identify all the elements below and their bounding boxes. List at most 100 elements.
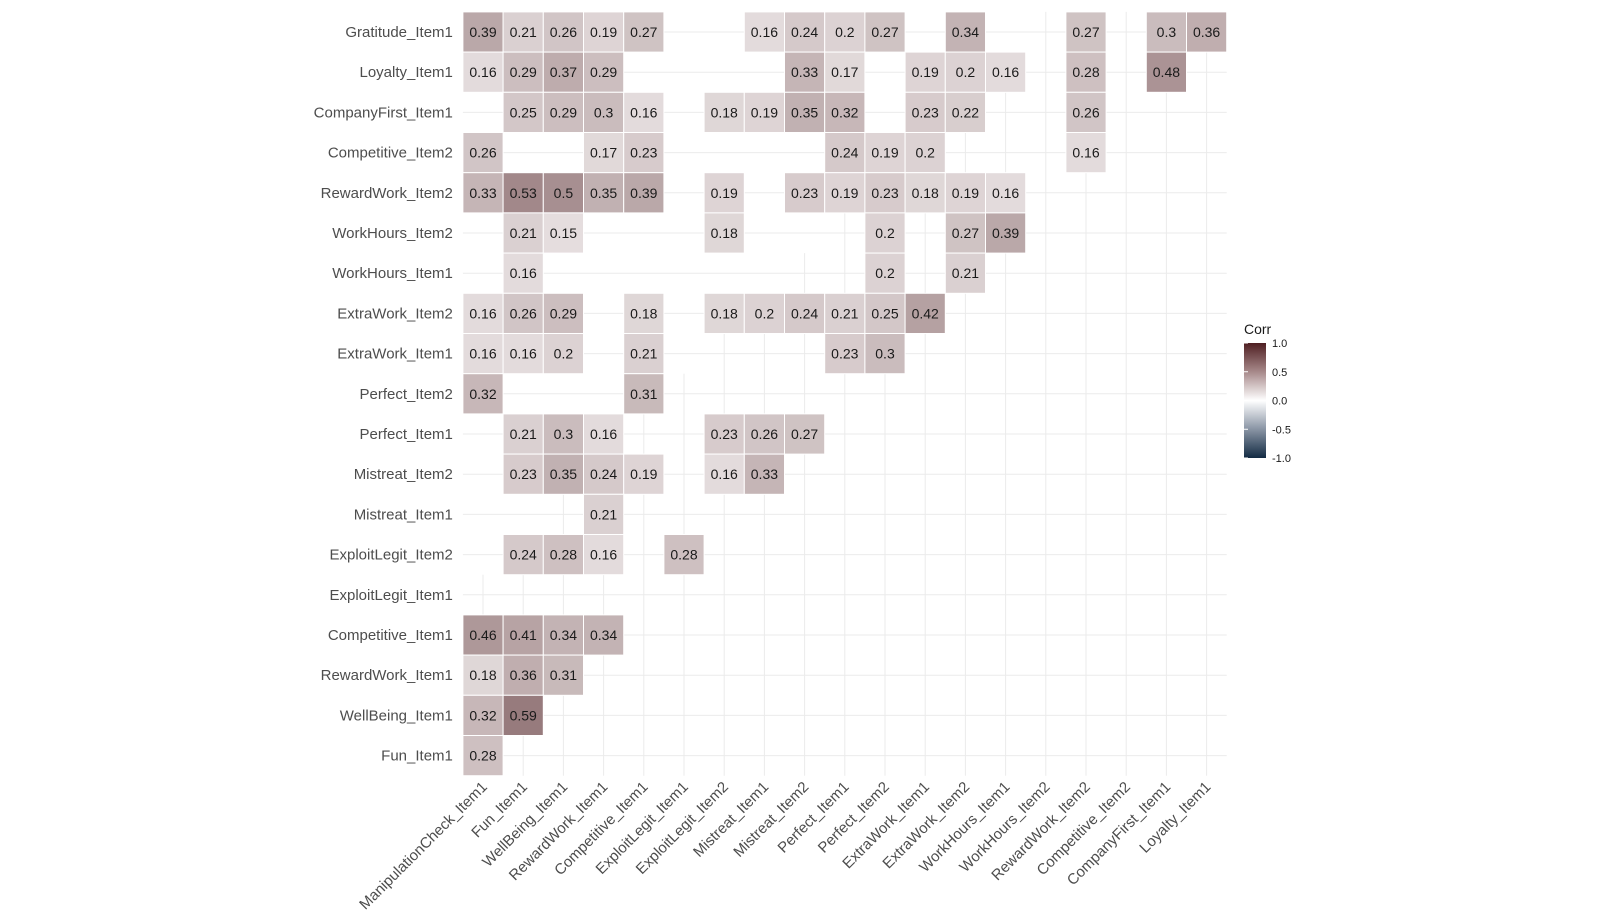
heatmap-cell-label: 0.3 — [1157, 24, 1177, 40]
heatmap-cell-label: 0.32 — [469, 707, 496, 723]
heatmap-cell — [502, 614, 544, 656]
heatmap-cell — [462, 292, 504, 334]
heatmap-cell — [985, 51, 1027, 93]
heatmap-cell-label: 0.27 — [630, 24, 657, 40]
heatmap-cell-label: 0.21 — [952, 265, 979, 281]
heatmap-cell-label: 0.26 — [510, 305, 537, 321]
heatmap-cell — [1186, 11, 1228, 53]
heatmap-cell-label: 0.16 — [992, 185, 1019, 201]
heatmap-cell — [703, 91, 745, 134]
heatmap-cell — [542, 333, 584, 375]
heatmap-cell-label: 0.28 — [1072, 64, 1099, 80]
heatmap-cell — [864, 292, 906, 334]
heatmap-cell-label: 0.39 — [992, 225, 1019, 241]
heatmap-cell — [864, 333, 906, 375]
heatmap-cell-label: 0.16 — [590, 547, 617, 563]
y-tick-label: Perfect_Item1 — [360, 426, 453, 443]
heatmap-cell-label: 0.16 — [711, 466, 738, 482]
heatmap-cell-label: 0.16 — [630, 104, 657, 120]
y-tick-label: Fun_Item1 — [381, 748, 453, 765]
heatmap-cell — [623, 373, 665, 415]
heatmap-cell-label: 0.33 — [751, 466, 778, 482]
heatmap-cell-label: 0.27 — [952, 225, 979, 241]
heatmap-cell-label: 0.34 — [590, 627, 617, 643]
heatmap-cell — [462, 654, 504, 696]
heatmap-cell-label: 0.37 — [550, 64, 577, 80]
heatmap-cell — [583, 614, 625, 656]
y-tick-label: Mistreat_Item1 — [354, 506, 453, 523]
heatmap-cell-label: 0.39 — [630, 185, 657, 201]
heatmap-cell-label: 0.18 — [711, 305, 738, 321]
heatmap-cell — [824, 51, 866, 93]
heatmap-cell-label: 0.34 — [550, 627, 577, 643]
heatmap-cell — [743, 413, 785, 455]
heatmap-cell-label: 0.19 — [871, 145, 898, 161]
heatmap-cell — [743, 11, 785, 53]
heatmap-cell — [904, 51, 946, 93]
heatmap-cell — [864, 212, 906, 254]
heatmap-cell-label: 0.25 — [871, 305, 898, 321]
legend-tick-label: 0.5 — [1272, 367, 1287, 379]
heatmap-cell-label: 0.35 — [791, 104, 818, 120]
heatmap-cell-label: 0.2 — [915, 145, 935, 161]
heatmap-cell — [944, 252, 986, 294]
heatmap-cell-label: 0.46 — [469, 627, 496, 643]
heatmap-cell — [542, 614, 584, 656]
heatmap-cell — [944, 212, 986, 254]
heatmap-cell-label: 0.29 — [590, 64, 617, 80]
heatmap-cell — [583, 534, 625, 576]
heatmap-cell — [904, 172, 946, 214]
heatmap-cell-label: 0.19 — [630, 466, 657, 482]
heatmap-cell-label: 0.21 — [510, 426, 537, 442]
y-tick-label: RewardWork_Item1 — [321, 667, 453, 684]
heatmap-cell — [502, 333, 544, 375]
heatmap-cell-label: 0.42 — [912, 305, 939, 321]
y-tick-label: CompanyFirst_Item1 — [314, 104, 453, 121]
heatmap-cell-label: 0.36 — [510, 667, 537, 683]
heatmap-cell — [462, 614, 504, 656]
heatmap-cell-label: 0.29 — [510, 64, 537, 80]
heatmap-cell-label: 0.2 — [956, 64, 976, 80]
heatmap-cell — [462, 694, 504, 736]
heatmap-cell — [583, 413, 625, 455]
legend: Corr 1.0 0.5 0.0 -0.5 -1.0 — [1244, 321, 1291, 465]
y-tick-label: Competitive_Item2 — [328, 145, 453, 162]
heatmap-cell — [784, 91, 826, 134]
heatmap-cell-label: 0.21 — [630, 346, 657, 362]
heatmap-cell-label: 0.3 — [554, 426, 574, 442]
heatmap-cell-label: 0.3 — [875, 346, 895, 362]
y-tick-label: WorkHours_Item2 — [332, 225, 453, 242]
heatmap-cell-label: 0.23 — [791, 185, 818, 201]
heatmap-cell — [462, 735, 504, 777]
heatmap-cell-label: 0.24 — [791, 305, 818, 321]
heatmap-cell — [944, 91, 986, 134]
heatmap-cell-label: 0.27 — [871, 24, 898, 40]
y-tick-label: Gratitude_Item1 — [345, 24, 453, 41]
heatmap-cell — [623, 132, 665, 174]
heatmap-cell-label: 0.21 — [831, 305, 858, 321]
heatmap-cell — [462, 132, 504, 174]
heatmap-cell-label: 0.23 — [510, 466, 537, 482]
y-tick-label: Loyalty_Item1 — [360, 64, 453, 81]
heatmap-cell-label: 0.31 — [630, 386, 657, 402]
heatmap-cell — [824, 132, 866, 174]
y-tick-label: ExploitLegit_Item1 — [329, 587, 452, 604]
heatmap-cell-label: 0.33 — [469, 185, 496, 201]
heatmap-cell — [502, 534, 544, 576]
heatmap-cell-label: 0.21 — [590, 506, 617, 522]
heatmap-cell — [784, 413, 826, 455]
heatmap-cell — [462, 373, 504, 415]
heatmap-cell-label: 0.18 — [630, 305, 657, 321]
heatmap-cell — [623, 11, 665, 53]
heatmap-cell — [502, 453, 544, 495]
heatmap-cell-label: 0.23 — [831, 346, 858, 362]
heatmap-cell-label: 0.18 — [912, 185, 939, 201]
heatmap-cell — [824, 91, 866, 134]
heatmap-cell — [864, 132, 906, 174]
heatmap-cell-label: 0.33 — [791, 64, 818, 80]
heatmap-cell-label: 0.2 — [755, 305, 775, 321]
heatmap-cell — [784, 11, 826, 53]
heatmap-cell-label: 0.28 — [550, 547, 577, 563]
heatmap-cell — [784, 292, 826, 334]
